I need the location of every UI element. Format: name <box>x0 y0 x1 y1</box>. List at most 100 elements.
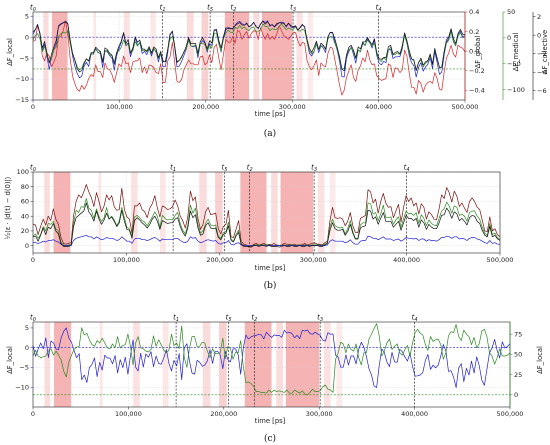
series <box>32 323 511 396</box>
y-tick-label: 0 <box>25 344 29 352</box>
y-tick-label: −0.4 <box>469 86 485 94</box>
y-axis-label-global: ΔF_global <box>474 36 482 69</box>
y-tick-label: 5 <box>25 324 29 332</box>
x-tick-label: 500,000 <box>497 410 524 418</box>
x-tick-label: 400,000 <box>401 410 428 418</box>
series-line <box>32 323 511 396</box>
event-label-sub: 0 <box>33 7 36 13</box>
shaded-interval <box>317 172 325 253</box>
x-tick-label: 200,000 <box>210 410 237 418</box>
shaded-interval <box>215 172 223 253</box>
x-axis-label: time [ps] <box>255 417 286 425</box>
panel-label-c: (c) <box>264 433 276 444</box>
x-tick-label: 400,000 <box>393 256 420 264</box>
y-axis-label-left: ΔF_local <box>6 346 14 374</box>
y-tick-label: −6 <box>537 87 547 95</box>
panel-b: t0 t1 t5 t2 t3 t4 0 100,000 200,000 300,000 400,0… <box>4 164 513 292</box>
series <box>32 20 466 96</box>
event-label: t1 <box>173 314 179 324</box>
y-axis-label-right: ΔF_local <box>536 346 544 374</box>
y-axis-label-left: ΔF_local <box>6 38 14 66</box>
y-tick-label: 100 <box>17 168 29 176</box>
x-tick-label: 100,000 <box>115 410 142 418</box>
x-ticks: 0 100,000 200,000 300,000 400,000 500,000 <box>31 100 479 111</box>
x-tick-label: 300,000 <box>279 103 306 111</box>
shaded-interval <box>280 172 314 253</box>
panel-label-a: (a) <box>264 128 276 139</box>
event-label-sub: 5 <box>228 317 231 323</box>
event-label: t0 <box>30 314 36 324</box>
x-tick-label: 200,000 <box>192 103 219 111</box>
event-label-sub: 0 <box>33 317 36 323</box>
shaded-interval <box>202 322 211 407</box>
shaded-interval <box>323 322 331 407</box>
y-tick-label: 0.4 <box>469 8 479 16</box>
shaded-interval <box>93 12 97 100</box>
y-ticks: 0 20 40 60 80 100 <box>17 168 33 250</box>
shaded-interval <box>98 172 102 253</box>
shaded-interval <box>285 322 320 407</box>
plot-frame <box>32 171 501 254</box>
event-label-sub: 4 <box>414 317 417 323</box>
event-label: t1 <box>170 164 176 174</box>
y-tick-label: 0.2 <box>469 28 479 36</box>
panel-c: t0 t1 t5 t2 t3 t4 0 100,000 200,000 300,000 400,0… <box>6 314 544 445</box>
event-label-sub: 3 <box>293 7 296 13</box>
event-label-sub: 2 <box>249 167 252 173</box>
x-axis-label: time [ps] <box>255 264 286 272</box>
event-label: t3 <box>290 4 296 14</box>
shaded-interval <box>131 172 138 253</box>
x-tick-label: 300,000 <box>300 256 327 264</box>
series-line <box>32 20 466 96</box>
shaded-interval <box>276 322 283 407</box>
event-label: t5 <box>226 314 232 324</box>
y-tick-label: 0 <box>537 31 541 39</box>
shaded-interval <box>123 12 130 100</box>
shaded-interval <box>336 322 343 407</box>
event-label: t3 <box>311 164 317 174</box>
shaded-intervals <box>43 12 313 100</box>
shaded-interval <box>330 172 336 253</box>
y-tick-label: −2 <box>537 50 547 58</box>
shaded-interval <box>271 172 278 253</box>
y-tick-label: 2 <box>537 13 541 21</box>
shaded-interval <box>219 322 227 407</box>
event-label-sub: 4 <box>378 7 381 13</box>
panel-label-b: (b) <box>264 280 277 291</box>
shaded-interval <box>150 12 156 100</box>
y-ticks: 50−5−10−150.40.20.0−0.2−0.4500−50−10020−… <box>15 8 546 104</box>
shaded-intervals <box>44 172 336 253</box>
y-tick-label: 0 <box>25 242 29 250</box>
y-tick-label: 5 <box>25 12 29 20</box>
x-tick-label: 100,000 <box>106 103 133 111</box>
y-tick-label: 0 <box>507 34 511 42</box>
y-tick-label: −100 <box>507 86 525 94</box>
x-tick-label: 0 <box>31 410 35 418</box>
x-tick-label: 500,000 <box>452 103 479 111</box>
shaded-intervals <box>44 322 343 407</box>
y-tick-label: −5 <box>19 54 29 62</box>
x-tick-label: 200,000 <box>206 256 233 264</box>
shaded-interval <box>52 12 68 100</box>
event-label: t0 <box>30 164 36 174</box>
x-ticks: 0 100,000 200,000 300,000 400,000 500,000 <box>31 253 513 264</box>
series-line <box>32 20 466 79</box>
event-label: t3 <box>317 314 323 324</box>
x-tick-label: 100,000 <box>113 256 140 264</box>
series <box>32 184 501 248</box>
y-tick-label: −4 <box>537 68 547 76</box>
x-tick-label: 0 <box>31 256 35 264</box>
shaded-interval <box>160 172 166 253</box>
panel-a: t0 t1 t5 t2 t3 t4 0 100,000 200,000 300,000 400,0… <box>6 4 549 140</box>
series-line <box>32 20 466 73</box>
shaded-interval <box>44 322 51 407</box>
shaded-interval <box>186 12 194 100</box>
event-label-sub: 2 <box>233 7 236 13</box>
shaded-interval <box>201 12 209 100</box>
y-axis-label-collective: ΔF_collective <box>541 30 549 74</box>
event-label-sub: 5 <box>224 167 227 173</box>
event-label: t1 <box>160 4 166 14</box>
x-ticks: 0 100,000 200,000 300,000 400,000 500,000 <box>31 407 524 418</box>
